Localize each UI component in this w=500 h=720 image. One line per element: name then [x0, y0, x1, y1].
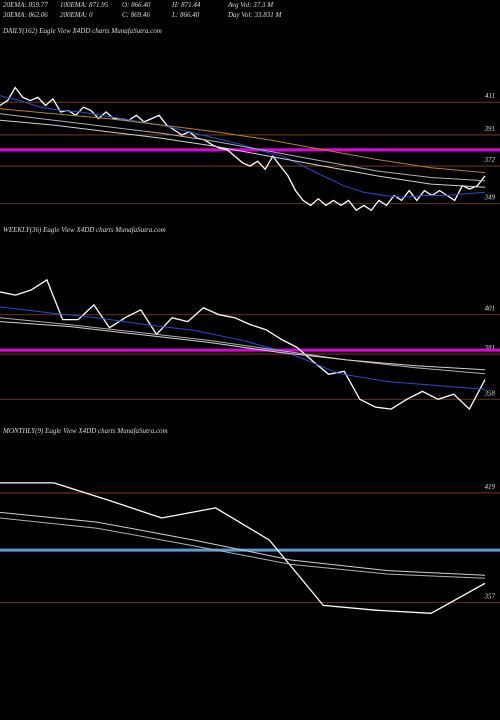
header-stat: O: 866.40 [122, 1, 151, 9]
header-stat: 30EMA: 862.06 [2, 11, 48, 19]
series-line [0, 317, 486, 375]
header-stat: Day Vol: 33.831 M [227, 11, 282, 19]
y-tick-label: 391 [484, 125, 496, 133]
header-stat: Avg Vol: 37.3 M [227, 1, 274, 9]
y-tick-label: 357 [484, 592, 496, 600]
series-line [0, 482, 486, 614]
series-line [0, 517, 486, 579]
series-line [0, 306, 486, 390]
header-stat: 20EMA: 859.77 [3, 1, 48, 9]
y-tick-label: 401 [485, 305, 496, 313]
y-tick-label: 419 [485, 483, 496, 491]
series-line [0, 108, 486, 174]
header-stat: H: 871.44 [171, 1, 201, 9]
series-line [0, 321, 486, 371]
header-stat: C: 869.46 [122, 11, 151, 19]
panel-title: MONTHLY(9) Eagle View X4DD charts Munafa… [2, 427, 168, 435]
series-line [0, 511, 486, 576]
series-line [0, 278, 486, 411]
header-stat: 200EMA: 0 [60, 11, 93, 19]
series-line [0, 95, 486, 198]
panel-title: WEEKLY(36) Eagle View X4DD charts Munafa… [3, 226, 166, 234]
y-tick-label: 381 [484, 344, 496, 352]
y-tick-label: 358 [484, 389, 496, 397]
y-tick-label: 372 [484, 156, 496, 164]
y-tick-label: 349 [484, 194, 496, 202]
series-line [0, 119, 486, 188]
y-tick-label: 411 [485, 92, 495, 100]
panel-title: DAILY(162) Eagle View X4DD charts Munafa… [2, 27, 162, 35]
series-line [0, 113, 486, 182]
header-stat: 100EMA: 871.95 [60, 1, 109, 9]
header-stat: L: 866.40 [171, 11, 200, 19]
